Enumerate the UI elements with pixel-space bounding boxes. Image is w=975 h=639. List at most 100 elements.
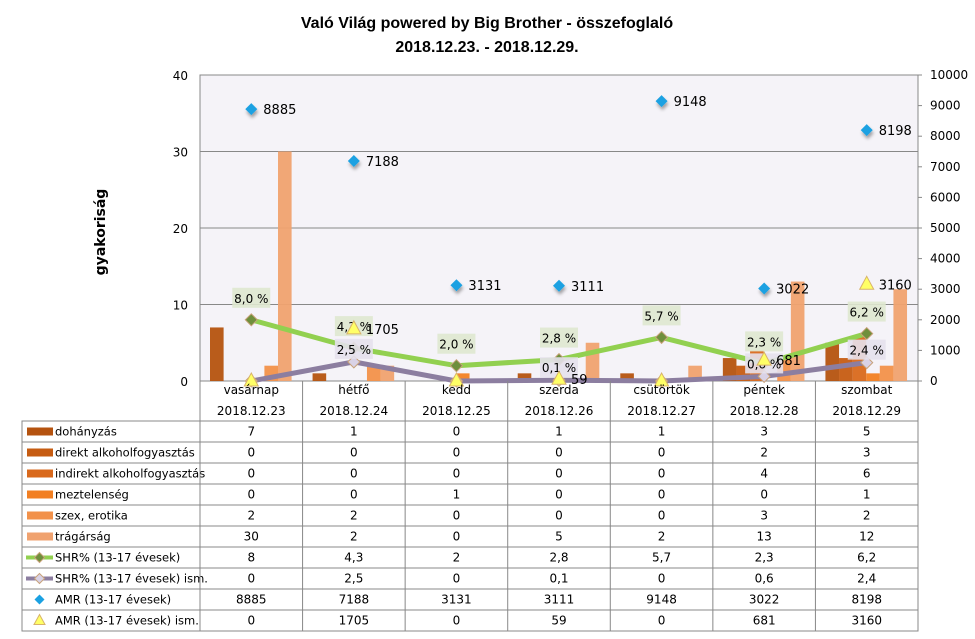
data-label-box [232,287,271,308]
bar-1 [839,358,853,381]
table-row-label: dohányzás [55,425,117,439]
table-cell: 2 [760,446,768,460]
table-cell: 5 [863,425,871,439]
y-tick-label: 0 [180,375,188,389]
amr-triangle-marker [756,351,772,366]
chart-title: Való Világ powered by Big Brother - össz… [301,15,673,32]
category-date: 2018.12.26 [525,404,594,418]
line-marker [654,330,669,345]
y-tick-label: 30 [173,146,188,160]
category-date: 2018.12.23 [217,404,286,418]
amr-triangle-marker [551,370,567,385]
table-cell: 4 [760,467,768,481]
category-date: 2018.12.29 [832,404,901,418]
data-label: 5,7 % [644,309,678,323]
y2-tick-label: 1000 [930,343,961,357]
table-cell: 1 [863,488,871,502]
bar-0 [722,358,737,381]
bar-0 [517,373,532,381]
category-date: 2018.12.24 [319,404,388,418]
table-cell: 0 [453,425,461,439]
table-cell: 12 [859,530,874,544]
amr-data-label: 3111 [571,280,604,295]
table-row-label: szex, erotika [55,509,128,523]
table-row-label: indirekt alkoholfogyasztás [55,467,205,481]
table-cell: 30 [244,530,259,544]
table-cell: 0 [658,509,666,523]
table-cell: 0 [350,446,358,460]
legend-key-triangle [33,613,46,625]
table-cell: 6 [863,467,871,481]
amr-triangle-marker [653,371,670,387]
bar-0 [210,327,224,381]
y2-tick-label: 10000 [930,68,968,82]
table-cell: 9148 [646,593,677,607]
legend-key-marker [33,551,46,564]
table-cell: 2 [350,509,358,523]
line-marker [244,313,258,327]
bar-3 [866,373,880,381]
table-cell: 8885 [236,593,267,607]
table-cell: 1 [555,425,563,439]
amr-diamond-marker [347,155,360,168]
amr-data-label: 59 [571,373,588,388]
table-cell: 0 [555,446,563,460]
amr-diamond-marker [553,279,565,292]
table-cell: 1705 [339,614,370,628]
table-row-label: SHR% (13-17 évesek) [55,551,180,565]
data-label: 2,3 % [747,335,781,349]
bar-0 [825,342,840,381]
amr-diamond-marker [758,282,771,295]
category-label: kedd [442,383,471,397]
amr-diamond-marker [655,95,668,108]
data-label: 2,5 % [337,343,371,357]
table-cell: 0 [247,614,255,628]
bar-3 [455,373,470,381]
amr-data-label: 3022 [776,283,809,298]
amr-data-label: 8885 [263,103,296,118]
table-cell: 2 [247,509,255,523]
data-label: 2,4 % [850,344,884,358]
data-label: 2,0 % [439,338,473,352]
table-cell: 0 [350,488,358,502]
table-cell: 0 [453,446,461,460]
table-cell: 13 [757,530,772,544]
category-label: vasárnap [224,383,279,397]
table-cell: 6,2 [857,551,876,565]
bar-5 [278,151,292,381]
table-cell: 0 [760,488,768,502]
table-cell: 2,3 [755,551,774,565]
data-label-box [540,357,578,378]
table-cell: 3022 [749,593,780,607]
table-cell: 0 [453,614,461,628]
table-cell: 1 [350,425,358,439]
data-label: 8,0 % [234,292,268,306]
table-cell: 0 [350,467,358,481]
y2-tick-label: 5000 [930,221,961,235]
table-row-label: SHR% (13-17 évesek) ism. [55,572,208,586]
table-cell: 0 [247,467,255,481]
table-row-label: trágárság [55,530,111,544]
table-row-label: AMR (13-17 évesek) [55,593,171,607]
amr-diamond-marker [450,279,463,292]
table-cell: 0 [658,467,666,481]
category-label: péntek [743,383,785,397]
table-cell: 59 [551,614,566,628]
y2-tick-label: 7000 [930,160,961,174]
table-cell: 0 [658,572,666,586]
table-cell: 5,7 [652,551,671,565]
bar-0 [620,373,634,381]
table-cell: 1 [453,488,461,502]
data-label-box [847,301,886,322]
y2-tick-label: 3000 [930,282,961,296]
y2-tick-label: 6000 [930,190,961,204]
table-cell: 681 [753,614,776,628]
category-date: 2018.12.27 [627,404,696,418]
table-cell: 0 [453,572,461,586]
bar-5 [893,289,908,381]
amr-data-label: 3160 [879,278,912,293]
category-date: 2018.12.28 [730,404,799,418]
amr-triangle-marker [858,275,875,290]
table-cell: 1 [658,425,666,439]
table-cell: 0 [658,446,666,460]
